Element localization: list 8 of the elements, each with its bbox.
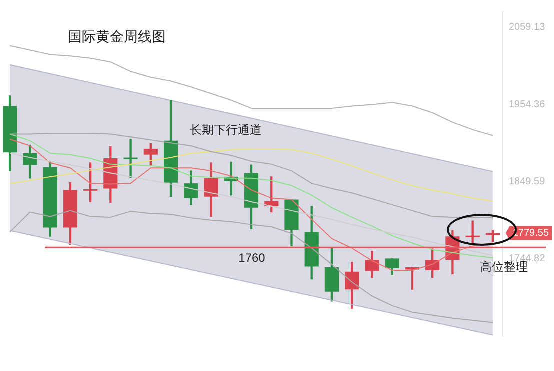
text: 国际黄金周线图 [68,30,166,46]
y-tick-label: 1849.59 [509,176,546,188]
y-tick-label: 1954.36 [509,99,546,110]
candlestick [124,139,138,178]
ref-line-label: 1760 [238,250,266,265]
candlestick [466,220,480,246]
annotation: 长期下行通道 [190,123,262,138]
y-tick-label: 2059.13 [509,22,546,34]
